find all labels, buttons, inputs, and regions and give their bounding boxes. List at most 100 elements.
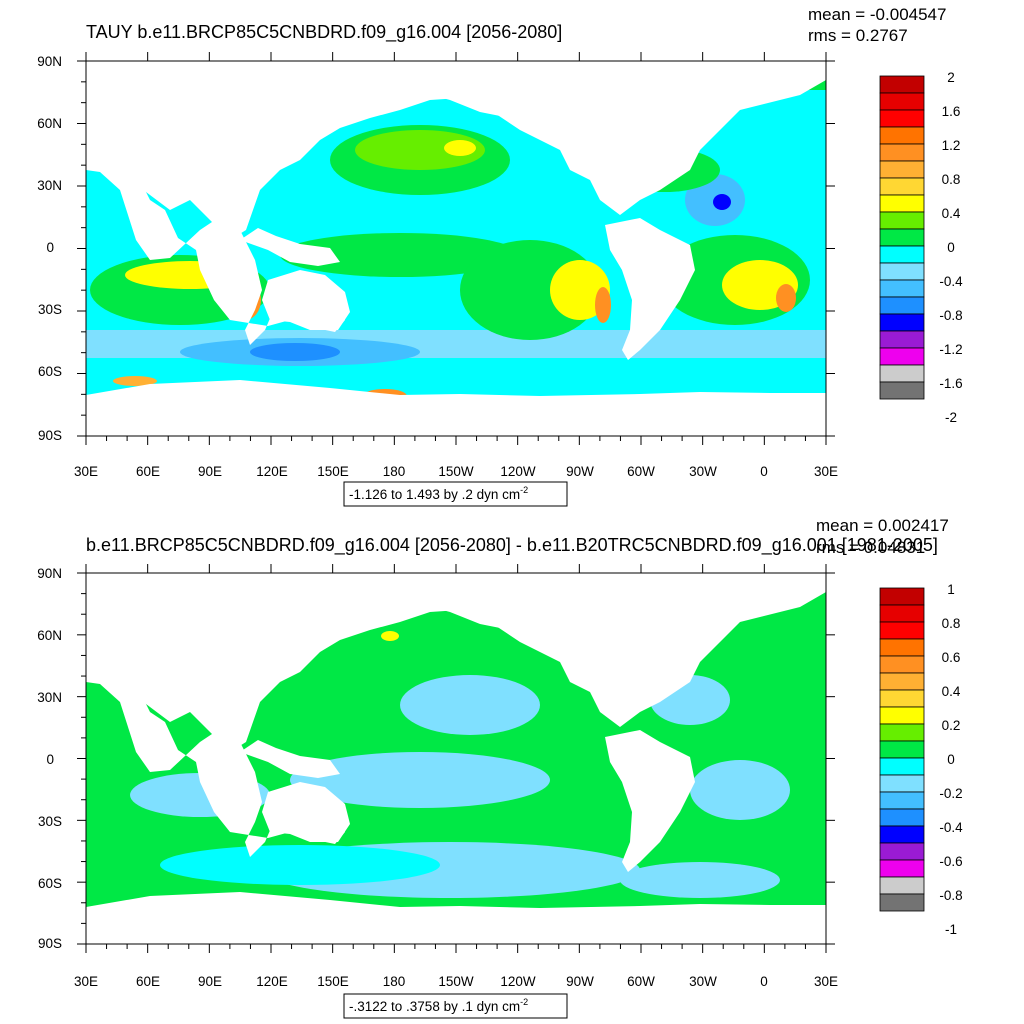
colorbar-swatch: [879, 313, 925, 332]
panel-1-range-box: -1.126 to 1.493 by .2 dyn cm-2: [343, 481, 568, 507]
north-pacific-yellow: [444, 140, 476, 156]
lon-label: 30E: [74, 974, 98, 989]
range-text: -.3122 to .3758 by .1 dyn cm: [349, 999, 520, 1014]
lon-label: 150E: [317, 464, 349, 479]
colorbar-label: -0.4: [939, 820, 963, 835]
lon-label: 90E: [198, 464, 222, 479]
panel-1-ticks: [77, 52, 835, 445]
colorbar-label: 0: [947, 752, 955, 767]
colorbar-swatch: [879, 621, 925, 640]
colorbar-swatch: [879, 808, 925, 827]
central-pacific-cyan: [290, 752, 550, 808]
panel-1-lat-labels: 90N 60N 30N 0 30S 60S 90S: [37, 54, 62, 443]
colorbar-swatch: [879, 177, 925, 196]
colorbar-swatch: [879, 228, 925, 247]
lat-label: 60N: [37, 116, 62, 131]
equatorial-green: [280, 233, 520, 277]
lon-label: 120E: [256, 464, 288, 479]
australia: [262, 782, 350, 842]
panel-2-colorbar: [879, 587, 925, 912]
lat-label: 90S: [38, 428, 62, 443]
panel-1-map: [86, 61, 826, 436]
lat-label: 30S: [38, 302, 62, 317]
colorbar-label: -1.6: [939, 376, 962, 391]
southern-ocean-dark: [250, 343, 340, 361]
lon-label: 30W: [689, 464, 717, 479]
south-pacific-orange: [595, 287, 611, 323]
tropical-atlantic-cyan: [690, 760, 790, 820]
colorbar-label: 2: [947, 70, 955, 85]
colorbar-swatch: [879, 109, 925, 128]
panel-2-lon-labels: 30E 60E 90E 120E 150E 180 150W 120W 90W …: [74, 974, 838, 989]
colorbar-swatch: [879, 143, 925, 162]
lon-label: 120W: [500, 974, 536, 989]
colorbar-swatch: [879, 604, 925, 623]
colorbar-swatch: [879, 706, 925, 725]
lat-label: 60S: [38, 364, 62, 379]
range-text: -1.126 to 1.493 by .2 dyn cm: [349, 487, 520, 502]
antarctic-orange-west: [113, 376, 157, 386]
colorbar-label: 1: [947, 582, 955, 597]
lon-label: 120W: [500, 464, 536, 479]
range-sup: -2: [520, 997, 528, 1007]
lon-label: 30E: [814, 464, 838, 479]
colorbar-label: 0.6: [942, 650, 961, 665]
south-america: [605, 730, 695, 872]
australia: [262, 270, 350, 330]
lon-label: 30E: [74, 464, 98, 479]
north-pacific-cyan: [400, 675, 540, 735]
colorbar-label: -1: [945, 922, 957, 937]
colorbar-label: -2: [945, 410, 957, 425]
colorbar-label: 0.8: [942, 172, 961, 187]
lon-label: 90E: [198, 974, 222, 989]
range-sup: -2: [520, 485, 528, 495]
southern-cyan: [160, 845, 440, 885]
lon-label: 30E: [814, 974, 838, 989]
colorbar-swatch: [879, 211, 925, 230]
colorbar-swatch: [879, 740, 925, 759]
antarctica: [86, 380, 826, 436]
colorbar-label: -0.8: [939, 308, 962, 323]
lat-label: 0: [46, 752, 54, 767]
panel-1-rms: rms = 0.2767: [808, 26, 908, 45]
southeast-asia: [240, 228, 340, 266]
southeast-asia: [240, 740, 340, 778]
lon-label: 0: [760, 464, 768, 479]
lon-label: 60W: [627, 974, 655, 989]
arctic-north-america: [420, 68, 590, 120]
panel-2-lat-labels: 90N 60N 30N 0 30S 60S 90S: [37, 566, 62, 951]
colorbar-label: 0.2: [942, 718, 961, 733]
colorbar-swatch: [879, 245, 925, 264]
panel-1-lon-labels: 30E 60E 90E 120E 150E 180 150W 120W 90W …: [74, 464, 838, 479]
colorbar-swatch: [879, 262, 925, 281]
lon-label: 30W: [689, 974, 717, 989]
north-atlantic-dark: [713, 194, 731, 210]
colorbar-label: -0.8: [939, 888, 962, 903]
lon-label: 60E: [136, 974, 160, 989]
panel-2-colorbar-labels: 1 0.8 0.6 0.4 0.2 0 -0.2 -0.4 -0.6 -0.8 …: [939, 582, 963, 937]
colorbar-label: 1.6: [942, 104, 961, 119]
svg-text:-.3122 to .3758 by .1 dyn cm-2: -.3122 to .3758 by .1 dyn cm-2: [349, 997, 528, 1014]
colorbar-swatch: [879, 791, 925, 810]
land-mask: [86, 61, 826, 436]
colorbar-swatch: [879, 347, 925, 366]
land-mask: [86, 573, 826, 944]
colorbar-label: -0.2: [939, 786, 962, 801]
south-atlantic-orange: [776, 284, 796, 312]
lat-label: 90S: [38, 936, 62, 951]
lon-label: 120E: [256, 974, 288, 989]
panel-2-mean: mean = 0.002417: [816, 516, 949, 535]
colorbar-swatch: [879, 126, 925, 145]
panel-1-colorbar: [879, 75, 925, 400]
lat-label: 30S: [38, 814, 62, 829]
colorbar-swatch: [879, 364, 925, 383]
lat-label: 60N: [37, 628, 62, 643]
colorbar-swatch: [879, 296, 925, 315]
lat-label: 90N: [37, 54, 62, 69]
lat-label: 90N: [37, 566, 62, 581]
panel-2: mean = 0.002417 rms = 0.04831 b.e11.BRCP…: [37, 516, 963, 1019]
lon-label: 150E: [317, 974, 349, 989]
antarctica: [86, 892, 826, 944]
lon-label: 90W: [566, 464, 594, 479]
